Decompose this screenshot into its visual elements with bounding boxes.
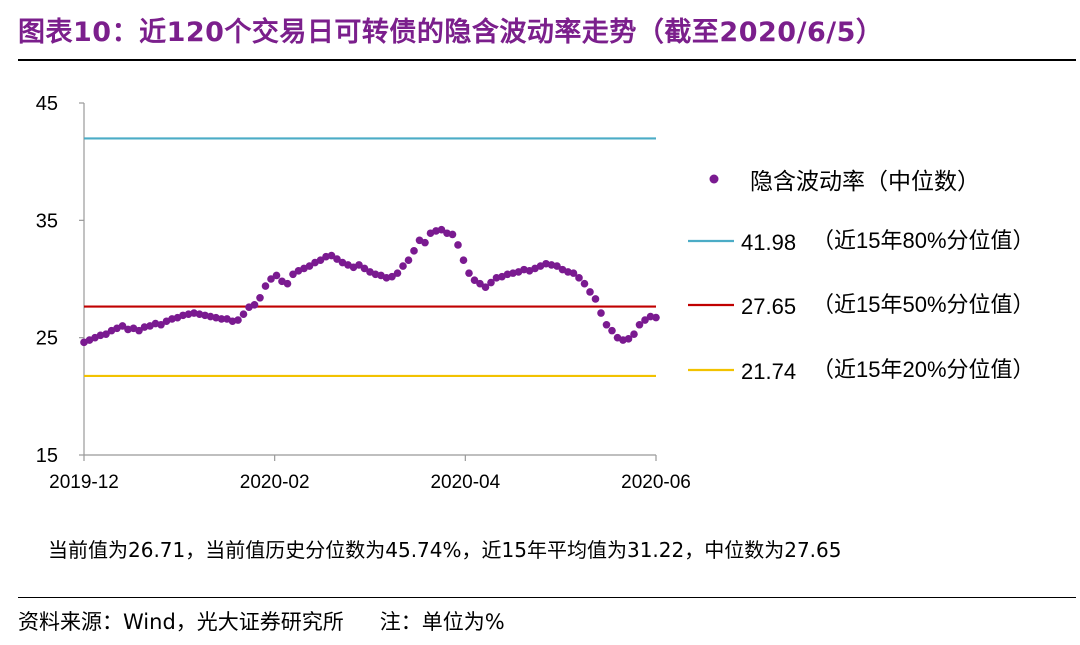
legend-label: （近15年80%分位值） xyxy=(812,228,1035,253)
axes: 15 25 35 45 2019-12 2020-02 2020-04 2020-06 xyxy=(36,93,691,493)
scatter-point xyxy=(597,309,605,317)
scatter-point xyxy=(575,274,583,282)
legend-label: （近15年50%分位值） xyxy=(812,292,1035,317)
scatter-point xyxy=(327,251,336,260)
legend-value: 41.98 xyxy=(741,230,796,255)
title-rule xyxy=(18,59,1076,61)
scatter-point xyxy=(393,269,402,277)
scatter-point xyxy=(470,276,479,284)
legend-value: 21.74 xyxy=(741,359,796,384)
chart: 15 25 35 45 2019-12 2020-02 2020-04 2020-06 隐含波… xyxy=(36,93,1035,493)
scatter-point xyxy=(630,330,638,338)
scatter-point xyxy=(487,278,495,287)
scatter-point xyxy=(404,256,413,265)
legend-value: 27.65 xyxy=(741,294,796,319)
scatter-point xyxy=(102,330,110,338)
scatter-point xyxy=(267,275,275,283)
legend-marker xyxy=(709,174,719,184)
scatter-point xyxy=(459,256,468,265)
source-text: 资料来源：Wind，光大证券研究所 xyxy=(18,610,344,634)
x-tick-label: 2019-12 xyxy=(49,472,119,493)
scatter-point xyxy=(289,270,297,279)
x-tick-label: 2020-06 xyxy=(621,472,691,493)
reference-lines xyxy=(84,137,656,378)
summary-text: 当前值为26.71，当前值历史分位数为45.74%，近15年平均值为31.22，… xyxy=(48,538,842,562)
legend: 隐含波动率（中位数） 41.98 （近15年80%分位值） 27.65 （近15年50%… xyxy=(688,168,1035,384)
scatter-point xyxy=(217,315,226,323)
scatter-point xyxy=(316,256,325,265)
scatter-point xyxy=(641,316,649,324)
scatter-point xyxy=(608,326,616,335)
scatter-point xyxy=(388,272,396,281)
scatter-series xyxy=(80,225,660,347)
scatter-point xyxy=(157,320,165,329)
scatter-point xyxy=(261,282,270,290)
y-tick-label: 45 xyxy=(36,93,58,115)
scatter-point xyxy=(272,271,281,280)
scatter-point xyxy=(586,288,594,296)
scatter-point xyxy=(476,279,484,288)
chart-title: 图表10：近120个交易日可转债的隐含波动率走势（截至2020/6/5） xyxy=(18,17,884,48)
footer-rule xyxy=(18,597,1076,598)
scatter-point xyxy=(355,261,363,269)
scatter-point xyxy=(118,322,127,330)
scatter-point xyxy=(652,313,660,322)
y-tick-label: 35 xyxy=(36,210,58,232)
scatter-point xyxy=(635,320,644,329)
source-line: 资料来源：Wind，光大证券研究所 注：单位为% xyxy=(18,606,505,636)
scatter-point xyxy=(360,264,369,273)
scatter-point xyxy=(591,295,600,303)
scatter-point xyxy=(465,269,473,277)
scatter-point xyxy=(553,262,561,270)
legend-label: 隐含波动率（中位数） xyxy=(750,168,980,194)
unit-note: 注：单位为% xyxy=(379,610,505,634)
scatter-point xyxy=(239,310,248,319)
y-tick-label: 25 xyxy=(36,328,58,350)
scatter-point xyxy=(602,320,611,329)
scatter-point xyxy=(135,326,143,335)
scatter-point xyxy=(410,247,418,255)
scatter-point xyxy=(454,241,462,249)
scatter-point xyxy=(234,316,242,324)
scatter-point xyxy=(580,279,589,288)
legend-label: （近15年20%分位值） xyxy=(812,357,1035,382)
scatter-point xyxy=(305,262,314,270)
x-tick-label: 2020-02 xyxy=(240,472,310,493)
scatter-point xyxy=(624,335,633,343)
scatter-point xyxy=(569,269,578,277)
y-tick-label: 15 xyxy=(36,445,58,467)
scatter-point xyxy=(333,255,341,263)
scatter-point xyxy=(250,301,259,309)
scatter-point xyxy=(283,279,292,288)
x-tick-label: 2020-04 xyxy=(430,472,500,493)
scatter-point xyxy=(399,262,407,270)
scatter-point xyxy=(481,283,490,292)
scatter-point xyxy=(256,293,264,302)
scatter-point xyxy=(437,225,446,234)
scatter-point xyxy=(421,238,429,247)
scatter-point xyxy=(448,230,457,239)
